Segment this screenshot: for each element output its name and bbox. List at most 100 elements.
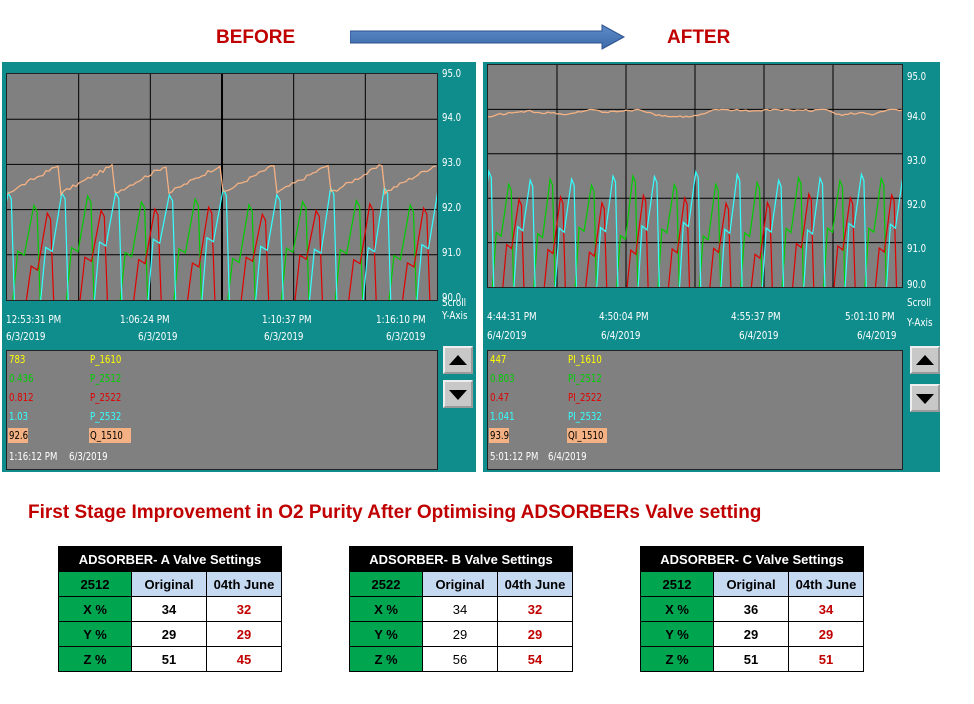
after-heading: AFTER: [667, 27, 731, 48]
after-series-QI_1510: [488, 108, 902, 119]
before-date-1: 6/3/2019: [138, 330, 178, 343]
before-date-2: 6/3/2019: [264, 330, 304, 343]
after-time-2: 4:55:37 PM: [731, 310, 781, 323]
before-legend-tag-4[interactable]: Q_1510: [90, 429, 123, 442]
row-label: X %: [58, 596, 132, 622]
before-legend-value-2: 0.812: [9, 391, 34, 404]
before-legend-tag-3[interactable]: P_2532: [90, 410, 122, 423]
arrow-down-icon: [916, 394, 934, 404]
before-series-P_2512: [12, 194, 418, 300]
before-scroll-up-button[interactable]: [443, 346, 473, 374]
after-ytick-0: 95.0: [907, 70, 927, 83]
original-value: 29: [713, 621, 789, 647]
after-yaxis: 95.0 94.0 93.0 92.0 91.0 90.0: [907, 64, 941, 291]
before-plot-area: [6, 73, 438, 301]
after-scroll-up-button[interactable]: [910, 346, 940, 374]
before-series-P_2532: [7, 185, 437, 300]
original-value: 34: [422, 596, 498, 622]
after-legend: 447 PI_1610 0.803 PI_2512 0.47 PI_2522 1…: [487, 350, 903, 470]
row-label: Z %: [58, 646, 132, 672]
after-date-2: 6/4/2019: [739, 329, 779, 342]
col-june: 04th June: [206, 571, 282, 597]
before-footer-time: 1:16:12 PM: [9, 450, 58, 463]
after-legend-tag-4[interactable]: QI_1510: [568, 429, 604, 442]
col-original: Original: [422, 571, 498, 597]
after-ytick-2: 93.0: [907, 154, 927, 167]
after-legend-value-2: 0.47: [490, 391, 510, 404]
before-legend-value-4: 92.6: [9, 429, 29, 442]
june-value: 51: [788, 646, 864, 672]
after-legend-tag-0[interactable]: PI_1610: [568, 353, 602, 366]
after-plot-area: [487, 64, 903, 288]
before-legend-tag-2[interactable]: P_2522: [90, 391, 122, 404]
table-title: ADSORBER- B Valve Settings: [349, 546, 573, 572]
before-legend: 783 P_1610 0.436 P_2512 0.812 P_2522 1.0…: [6, 350, 438, 470]
col-june: 04th June: [497, 571, 573, 597]
june-value: 32: [206, 596, 282, 622]
after-scroll-label[interactable]: Scroll: [907, 296, 932, 309]
tag-cell: 2512: [58, 571, 132, 597]
col-june: 04th June: [788, 571, 864, 597]
after-legend-tag-2[interactable]: PI_2522: [568, 391, 602, 404]
before-scroll-down-button[interactable]: [443, 380, 473, 408]
original-value: 51: [131, 646, 207, 672]
after-trend-svg: [488, 65, 902, 287]
original-value: 29: [131, 621, 207, 647]
before-legend-tag-1[interactable]: P_2512: [90, 372, 122, 385]
row-label: Z %: [640, 646, 714, 672]
before-series-Q_1510: [7, 163, 437, 197]
before-legend-value-3: 1.03: [9, 410, 29, 423]
before-legend-tag-0[interactable]: P_1610: [90, 353, 122, 366]
after-footer-time: 5:01:12 PM: [490, 450, 539, 463]
after-footer-date: 6/4/2019: [548, 450, 587, 463]
arrow-down-icon: [449, 390, 467, 400]
june-value: 29: [788, 621, 864, 647]
after-legend-value-0: 447: [490, 353, 507, 366]
table-title: ADSORBER- A Valve Settings: [58, 546, 282, 572]
adsorber-c-table: ADSORBER- C Valve Settings 2512 Original 0…: [640, 546, 864, 672]
june-value: 32: [497, 596, 573, 622]
before-ytick-4: 91.0: [442, 246, 462, 259]
before-time-3: 1:16:10 PM: [376, 313, 426, 326]
after-legend-tag-1[interactable]: PI_2512: [568, 372, 602, 385]
original-value: 51: [713, 646, 789, 672]
before-panel: 95.0 94.0 93.0 92.0 91.0 90.0 Scroll Y-A…: [2, 62, 476, 472]
june-value: 45: [206, 646, 282, 672]
row-label: X %: [640, 596, 714, 622]
adsorber-a-table: ADSORBER- A Valve Settings 2512 Original 0…: [58, 546, 282, 672]
row-label: X %: [349, 596, 423, 622]
arrow-up-icon: [449, 355, 467, 365]
row-label: Y %: [58, 621, 132, 647]
before-date-0: 6/3/2019: [6, 330, 46, 343]
june-value: 29: [497, 621, 573, 647]
after-ytick-5: 90.0: [907, 278, 927, 291]
before-scroll-label[interactable]: Scroll: [442, 296, 467, 309]
before-footer-date: 6/3/2019: [69, 450, 108, 463]
before-legend-value-1: 0.436: [9, 372, 34, 385]
col-original: Original: [131, 571, 207, 597]
june-value: 29: [206, 621, 282, 647]
before-ytick-1: 94.0: [442, 111, 462, 124]
original-value: 36: [713, 596, 789, 622]
row-label: Y %: [640, 621, 714, 647]
adsorber-b-table: ADSORBER- B Valve Settings 2522 Original 0…: [349, 546, 573, 672]
after-legend-tag-3[interactable]: PI_2532: [568, 410, 602, 423]
after-date-1: 6/4/2019: [601, 329, 641, 342]
original-value: 29: [422, 621, 498, 647]
col-original: Original: [713, 571, 789, 597]
improvement-subtitle: First Stage Improvement in O2 Purity Aft…: [28, 502, 762, 523]
before-yaxis: 95.0 94.0 93.0 92.0 91.0 90.0: [442, 67, 476, 304]
after-scroll-down-button[interactable]: [910, 384, 940, 412]
after-yaxis-label: Y-Axis: [907, 316, 933, 329]
original-value: 34: [131, 596, 207, 622]
before-after-arrow-icon: [350, 24, 626, 50]
after-legend-value-3: 1.041: [490, 410, 515, 423]
june-value: 34: [788, 596, 864, 622]
before-time-1: 1:06:24 PM: [120, 313, 170, 326]
row-label: Y %: [349, 621, 423, 647]
before-time-2: 1:10:37 PM: [262, 313, 312, 326]
after-panel: 95.0 94.0 93.0 92.0 91.0 90.0 Scroll Y-A…: [483, 62, 940, 472]
after-legend-value-1: 0.803: [490, 372, 515, 385]
before-date-3: 6/3/2019: [386, 330, 426, 343]
after-legend-value-4: 93.9: [490, 429, 510, 442]
